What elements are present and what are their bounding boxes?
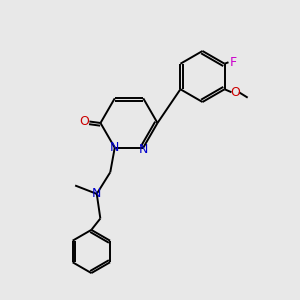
Text: N: N	[92, 188, 101, 200]
Text: F: F	[230, 56, 236, 69]
Text: N: N	[139, 143, 148, 156]
Text: O: O	[230, 86, 240, 99]
Text: O: O	[79, 115, 89, 128]
Text: N: N	[110, 141, 119, 154]
